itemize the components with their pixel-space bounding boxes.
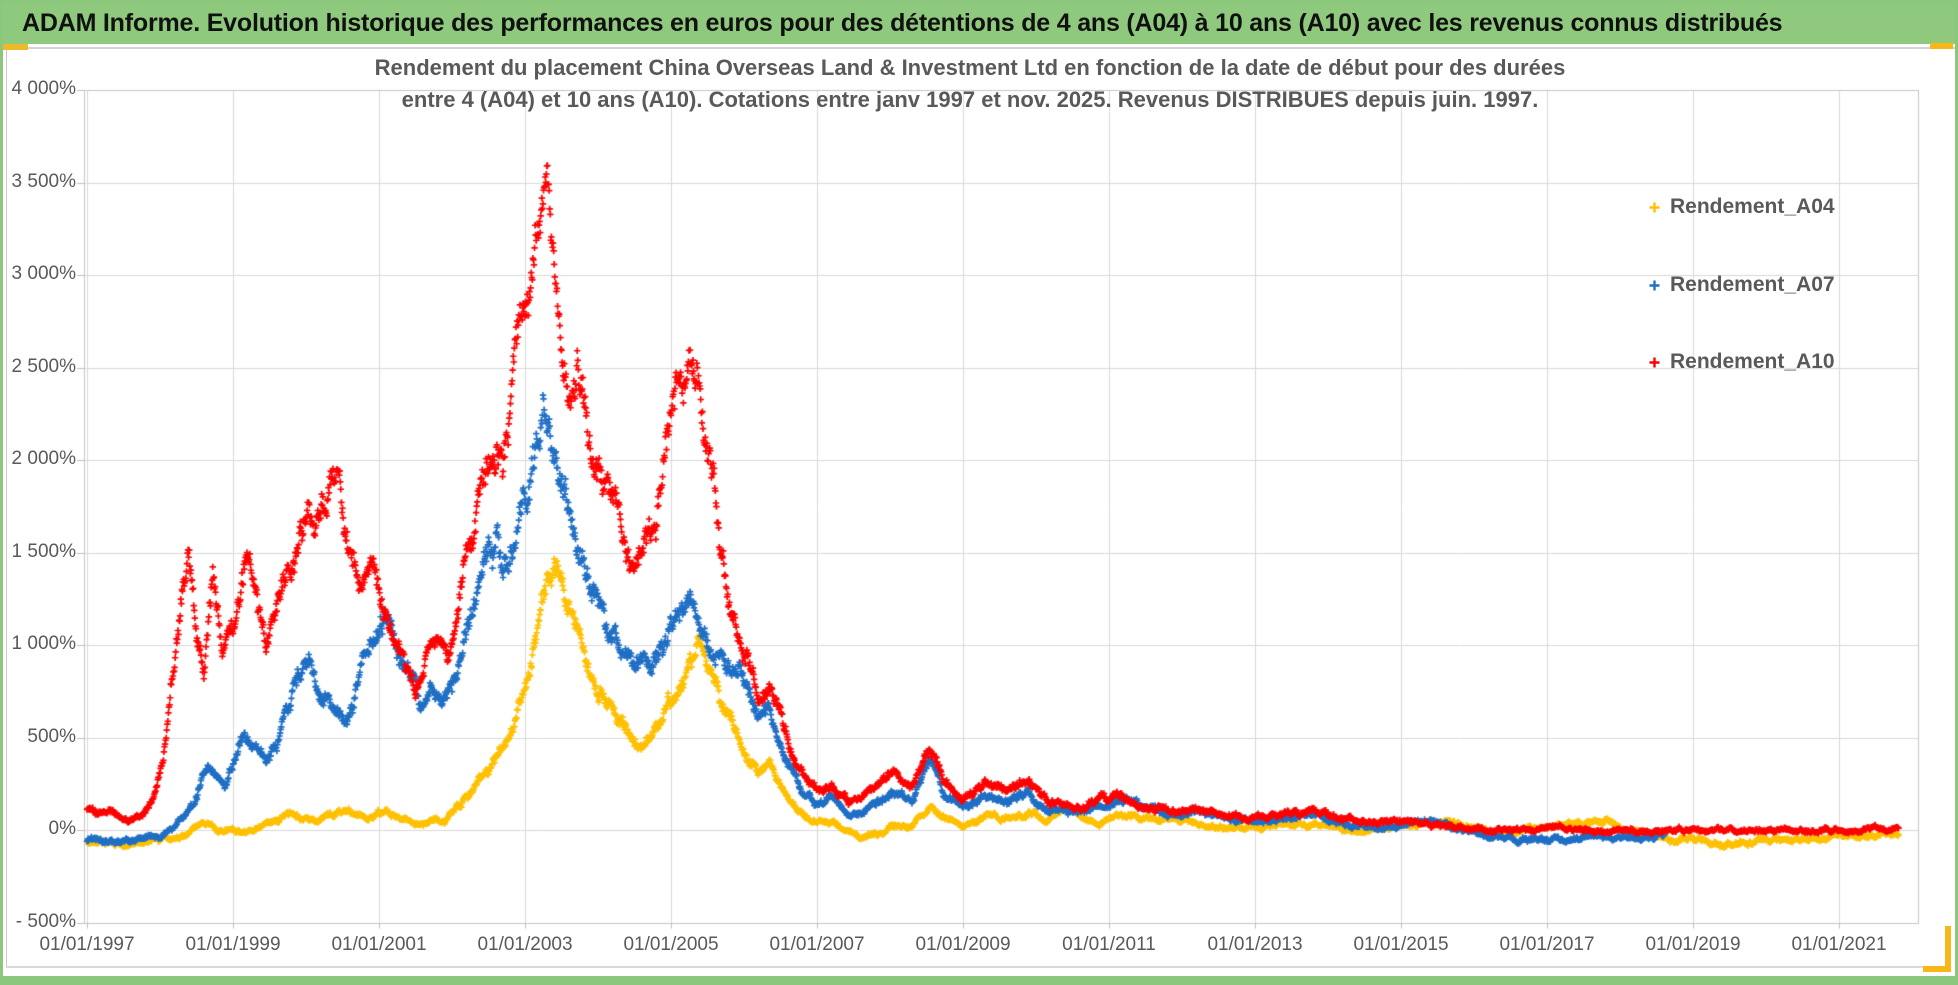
x-axis-tick: 01/01/2007 [769, 934, 865, 955]
x-axis-tick: 01/01/2009 [915, 934, 1011, 955]
x-axis-tick: 01/01/2001 [331, 934, 427, 955]
legend-label-a07: Rendement_A07 [1670, 273, 1835, 296]
x-axis-tick: 01/01/2015 [1353, 934, 1449, 955]
plus-marker-icon [1649, 202, 1660, 212]
x-axis-tick: 01/01/1997 [39, 934, 135, 955]
x-axis-tick: 01/01/2021 [1791, 934, 1887, 955]
y-axis-tick: 3 500% [11, 171, 76, 192]
x-axis-tick: 01/01/2017 [1499, 934, 1595, 955]
page-border-left [0, 0, 3, 985]
y-axis-tick: 2 500% [11, 356, 76, 377]
legend-label-a04: Rendement_A04 [1670, 195, 1835, 218]
left-accent-mark [3, 44, 28, 50]
legend-item-a04[interactable]: Rendement_A04 [1648, 194, 1835, 220]
legend-label-a10: Rendement_A10 [1670, 350, 1835, 373]
page-border-top [0, 0, 1958, 3]
x-axis-tick: 01/01/1999 [185, 934, 281, 955]
x-axis-tick: 01/01/2019 [1645, 934, 1741, 955]
plus-marker-icon [1649, 280, 1660, 290]
x-axis-tick: 01/01/2003 [477, 934, 573, 955]
y-axis-tick: 2 000% [11, 448, 76, 469]
legend-item-a07[interactable]: Rendement_A07 [1648, 272, 1835, 298]
page-border-right [1955, 0, 1958, 985]
x-axis-tick: 01/01/2005 [623, 934, 719, 955]
plus-marker-icon [1649, 357, 1660, 367]
x-axis-tick: 01/01/2011 [1062, 934, 1156, 955]
y-axis-tick: - 500% [15, 911, 76, 932]
banner: ADAM Informe. Evolution historique des p… [3, 3, 1955, 44]
y-axis-tick: 1 500% [11, 541, 76, 562]
chart-frame-left [6, 50, 7, 966]
legend-item-a10[interactable]: Rendement_A10 [1648, 349, 1835, 375]
banner-divider [3, 47, 1955, 49]
x-axis-tick: 01/01/2013 [1207, 934, 1303, 955]
chart-title-line1: Rendement du placement China Overseas La… [374, 55, 1566, 80]
chart-title-line2: entre 4 (A04) et 10 ans (A10). Cotations… [401, 87, 1539, 112]
corner-accent-vertical [1945, 926, 1951, 972]
y-axis-tick: 4 000% [11, 78, 76, 99]
banner-title: ADAM Informe. Evolution historique des p… [22, 9, 1783, 37]
y-axis-tick: 500% [27, 726, 76, 747]
page-border-bottom [0, 976, 1958, 985]
right-accent-mark [1930, 43, 1953, 49]
y-axis-tick: 3 000% [11, 263, 76, 284]
y-axis-tick: 0% [48, 818, 76, 839]
chart-frame-bottom [6, 966, 1924, 968]
y-axis-tick: 1 000% [11, 633, 76, 654]
corner-accent-horizontal [1923, 966, 1951, 972]
